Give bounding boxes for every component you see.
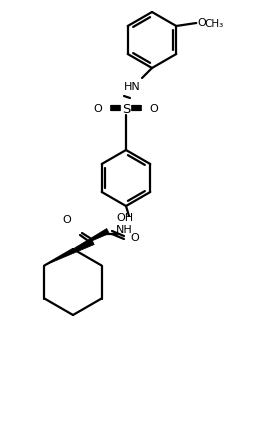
Text: O: O [198, 18, 207, 28]
Text: O: O [94, 104, 102, 114]
Text: O: O [63, 215, 71, 224]
Text: OH: OH [116, 212, 133, 222]
Text: S: S [122, 102, 130, 115]
Text: CH₃: CH₃ [205, 19, 224, 29]
Text: O: O [150, 104, 158, 114]
Polygon shape [44, 240, 94, 266]
Text: O: O [131, 233, 139, 243]
Polygon shape [73, 229, 109, 249]
Text: NH: NH [116, 224, 132, 234]
Text: HN: HN [124, 82, 140, 92]
